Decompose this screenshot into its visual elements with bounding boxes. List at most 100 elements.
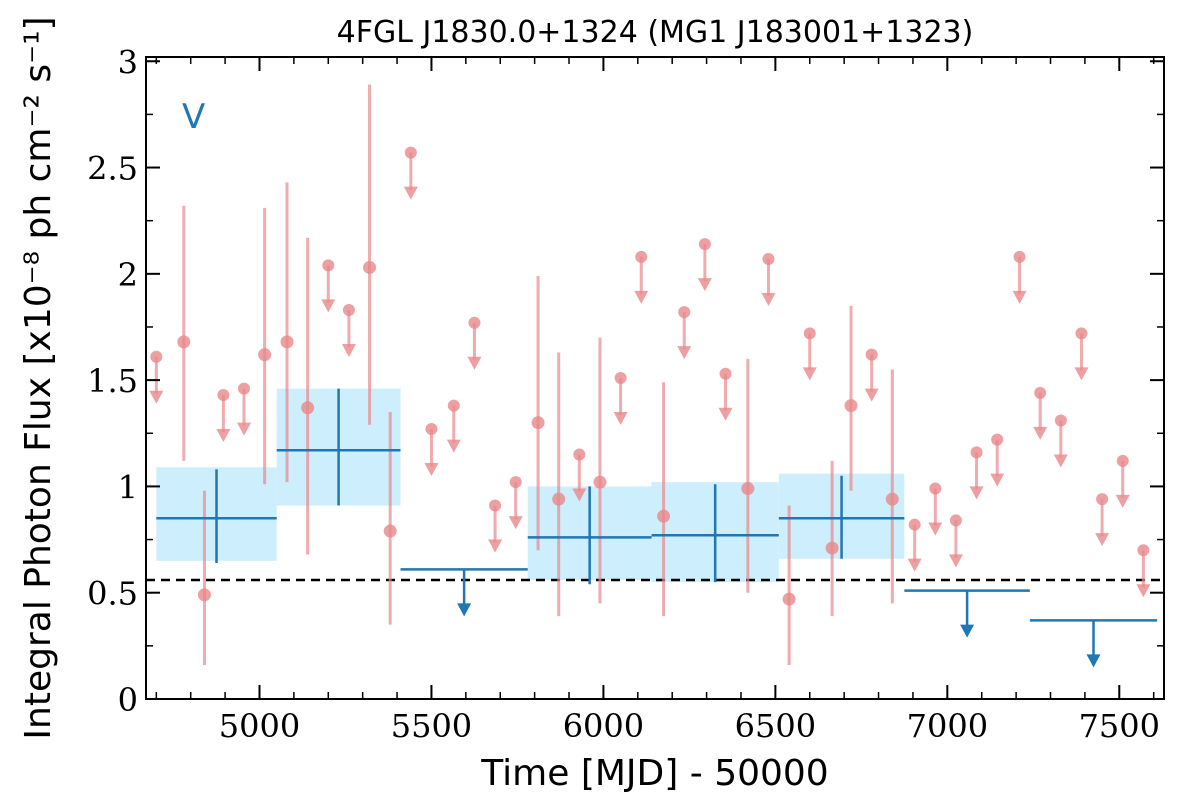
- x-tick-label: 5000: [219, 707, 300, 745]
- short-bin-point: [531, 416, 545, 430]
- y-tick-label: 0.5: [87, 575, 138, 613]
- short-bin-upper-limit-arrow: [467, 356, 482, 370]
- short-bin-upper-limit-arrow: [424, 463, 439, 477]
- plot-border: [145, 56, 1165, 700]
- short-bin-upper-limit-arrow: [718, 407, 733, 421]
- chart-title: 4FGL J1830.0+1324 (MG1 J183001+1323): [337, 15, 974, 50]
- x-tick-label: 6000: [563, 707, 644, 745]
- short-bin-point: [844, 399, 858, 413]
- short-bin-upper-limit-point: [719, 367, 732, 380]
- x-axis-title: Time [MJD] - 50000: [480, 753, 828, 794]
- short-bin-upper-limit-arrow: [1095, 533, 1110, 547]
- long-bin-series: [156, 388, 1158, 668]
- short-bin-upper-limit-point: [949, 514, 962, 527]
- short-bin-upper-limit-point: [929, 482, 942, 495]
- short-bin-upper-limit-arrow: [508, 516, 523, 530]
- short-bin-upper-limit-arrow: [697, 278, 712, 292]
- x-tick-label: 5500: [391, 707, 472, 745]
- long-bin-upper-limit-arrow: [457, 603, 472, 617]
- short-bin-upper-limit-arrow: [1136, 584, 1151, 598]
- short-bin-point: [741, 482, 755, 496]
- short-bin-point: [885, 492, 899, 506]
- y-tick-label: 1: [118, 468, 138, 506]
- short-bin-point: [280, 335, 294, 349]
- short-bin-upper-limit-arrow: [948, 554, 963, 568]
- short-bin-upper-limit-point: [908, 518, 921, 531]
- short-bin-point: [383, 524, 397, 538]
- short-bin-point: [825, 541, 839, 555]
- short-bin-upper-limit-point: [468, 316, 481, 329]
- short-bin-upper-limit-arrow: [1074, 367, 1089, 381]
- short-bin-upper-limit-arrow: [572, 488, 587, 502]
- y-tick-label: 3: [118, 43, 138, 81]
- short-bin-upper-limit-arrow: [969, 486, 984, 500]
- short-bin-upper-limit-arrow: [216, 429, 231, 443]
- short-bin-upper-limit-arrow: [990, 473, 1005, 487]
- y-tick-label: 0: [118, 681, 138, 719]
- long-bin-bands: [156, 388, 905, 583]
- y-axis-title: Integral Photon Flux [x10⁻⁸ ph cm⁻² s⁻¹]: [18, 16, 59, 739]
- short-bin-upper-limit-point: [614, 372, 627, 384]
- short-bin-upper-limit-point: [150, 350, 163, 363]
- short-bin-upper-limit-point: [678, 306, 691, 319]
- short-bin-upper-limit-arrow: [634, 290, 649, 304]
- short-bin-upper-limit-point: [238, 382, 251, 395]
- short-bin-upper-limit-arrow: [864, 388, 879, 402]
- short-bin-upper-limit-arrow: [149, 390, 164, 404]
- short-bin-upper-limit-point: [217, 389, 230, 402]
- axis-ticks: 5000 5500 6000 6500 7000 7500 0 0.5 1 1.5 2 2.5 3: [87, 43, 1164, 745]
- short-bin-point: [593, 475, 607, 489]
- short-bin-upper-limit-point: [803, 327, 816, 340]
- short-bin-point: [552, 492, 566, 506]
- short-bin-upper-limit-point: [509, 476, 522, 489]
- short-bin-upper-limit-point: [865, 348, 878, 361]
- short-bin-upper-limit-point: [1034, 386, 1047, 399]
- short-bin-upper-limit-point: [1096, 493, 1109, 506]
- short-bin-upper-limit-arrow: [237, 422, 252, 436]
- long-bin-upper-limit-arrow: [1086, 654, 1101, 668]
- short-bin-upper-limit-point: [489, 499, 502, 512]
- short-bin-upper-limit-point: [970, 446, 983, 459]
- short-bin-upper-limit-point: [1075, 327, 1088, 340]
- short-bin-point: [363, 260, 377, 274]
- short-bin-point: [782, 592, 796, 606]
- short-bin-point: [657, 509, 671, 523]
- short-bin-point: [301, 401, 315, 415]
- x-tick-label: 7000: [907, 707, 988, 745]
- short-bin-upper-limit-arrow: [613, 412, 628, 425]
- short-bin-upper-limit-point: [322, 259, 335, 272]
- short-bin-upper-limit-point: [342, 303, 355, 316]
- short-bin-upper-limit-arrow: [1053, 454, 1068, 468]
- short-bin-upper-limit-point: [573, 448, 586, 461]
- short-bin-point: [177, 335, 191, 349]
- short-bin-upper-limit-arrow: [928, 522, 943, 536]
- short-bin-upper-limit-point: [425, 423, 438, 436]
- short-bin-upper-limit-arrow: [802, 367, 817, 381]
- short-bin-point: [197, 588, 211, 602]
- short-bin-upper-limit-point: [447, 399, 460, 412]
- short-bin-upper-limit-arrow: [907, 558, 922, 572]
- short-bin-upper-limit-arrow: [341, 343, 356, 357]
- x-tick-label: 7500: [1079, 707, 1160, 745]
- plot-frame: [145, 56, 1165, 700]
- short-bin-upper-limit-arrow: [761, 292, 776, 306]
- short-bin-upper-limit-arrow: [1012, 290, 1027, 304]
- short-bin-upper-limit-arrow: [1033, 426, 1048, 440]
- short-bin-upper-limit-point: [1116, 454, 1129, 467]
- short-bin-upper-limit-point: [991, 433, 1004, 446]
- short-bin-upper-limit-arrow: [321, 299, 336, 313]
- panel-label: V: [182, 97, 205, 137]
- short-bin-upper-limit-point: [762, 252, 775, 265]
- x-tick-label: 6500: [735, 707, 816, 745]
- short-bin-series: [149, 84, 1151, 665]
- short-bin-upper-limit-point: [1054, 414, 1067, 427]
- short-bin-point: [258, 348, 272, 362]
- short-bin-upper-limit-arrow: [677, 346, 692, 360]
- short-bin-upper-limit-point: [635, 250, 648, 263]
- short-bin-upper-limit-arrow: [1115, 494, 1130, 508]
- y-tick-label: 1.5: [87, 362, 138, 400]
- short-bin-upper-limit-point: [1137, 544, 1150, 557]
- short-bin-upper-limit-arrow: [446, 439, 461, 453]
- short-bin-upper-limit-point: [404, 146, 417, 159]
